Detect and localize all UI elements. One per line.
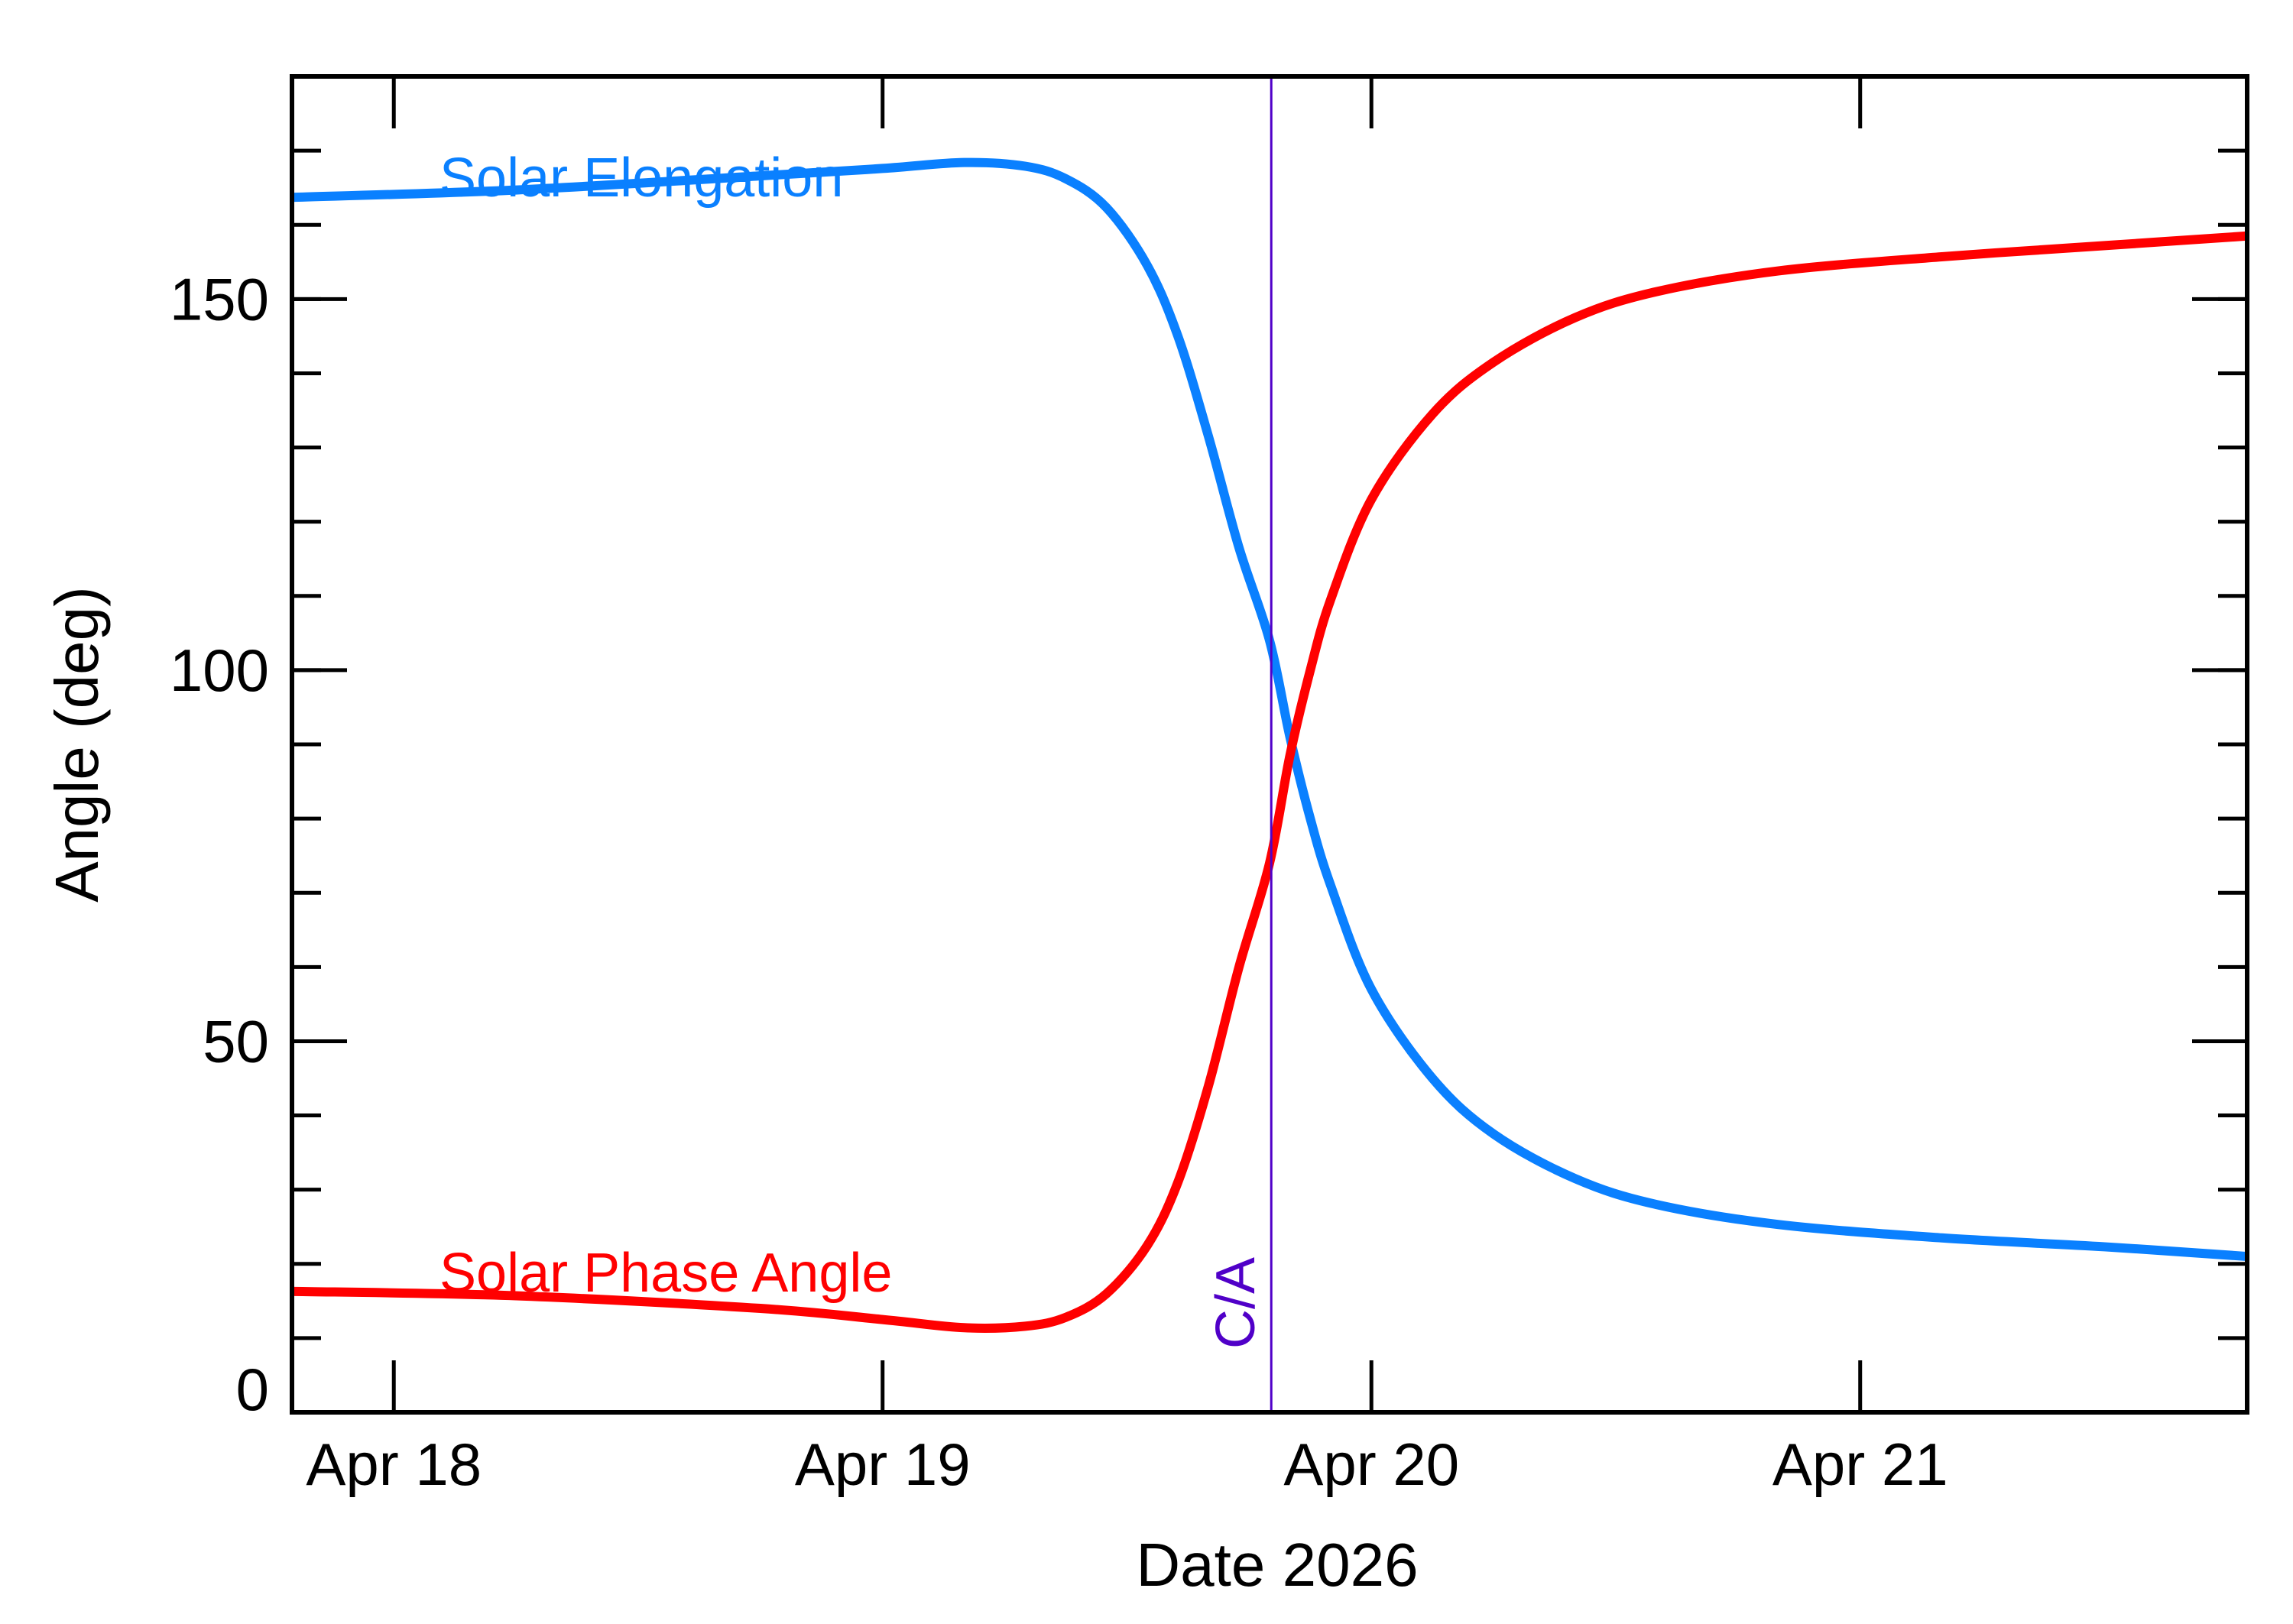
series-layer: Solar Elongation Solar Phase Angle [291,147,2248,1333]
x-tick-label: Apr 20 [1283,1431,1459,1498]
y-tick-label: 50 [203,1007,269,1075]
series-label-0: Solar Elongation [439,147,843,209]
closest-approach-layer: C/A [1205,76,1273,1412]
x-tick-label: Apr 21 [1772,1431,1948,1498]
series-line-0 [291,157,2248,1262]
series-line-1 [291,231,2248,1333]
y-axis-title: Angle (deg) [43,586,111,903]
series-label-1: Solar Phase Angle [439,1243,892,1304]
closest-approach-label: C/A [1205,1257,1267,1349]
y-tick-label: 150 [170,265,269,332]
y-tick-label: 100 [170,637,269,704]
y-tick-label: 0 [236,1356,269,1423]
x-tick-label: Apr 18 [306,1431,482,1498]
plot-frame [290,74,2249,1415]
x-axis-title: Date 2026 [1136,1531,1418,1599]
x-tick-label: Apr 19 [795,1431,971,1498]
ticks-layer: 0 50 100 150 Apr 18 Apr 19 Apr 20 Apr 21 [170,76,2247,1498]
